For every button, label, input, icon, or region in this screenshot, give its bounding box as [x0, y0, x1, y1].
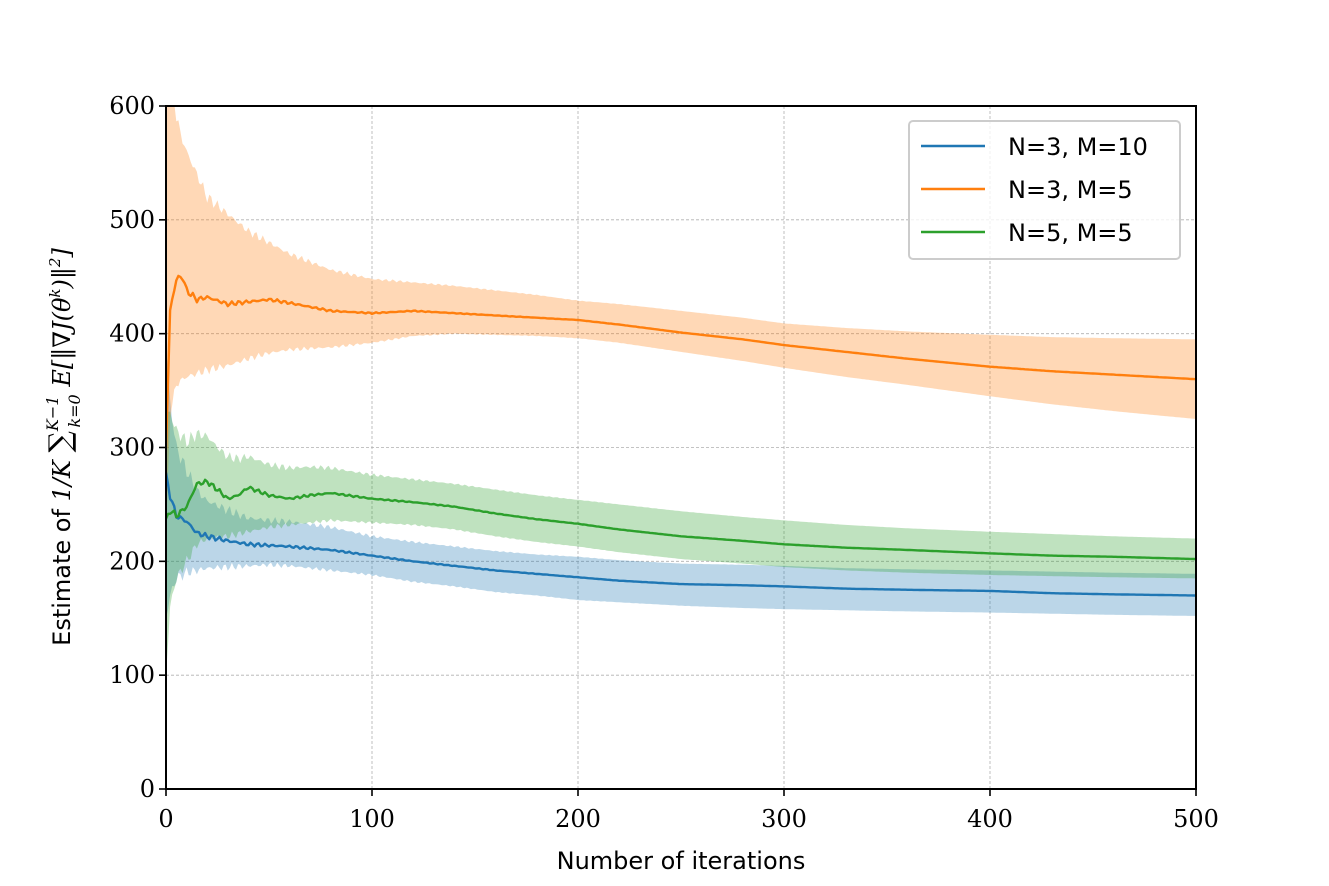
confidence-band-1 — [166, 346, 1196, 619]
x-tick-label: 0 — [158, 805, 173, 833]
x-axis-label: Number of iterations — [557, 847, 806, 875]
y-axis-label-expect: E[‖∇J(θ — [48, 297, 77, 394]
x-axis-ticks: 0 100 200 300 400 500 — [158, 789, 1219, 833]
y-tick-label: 300 — [109, 434, 155, 462]
y-axis-label-end: ] — [48, 248, 76, 259]
x-tick-label: 100 — [349, 805, 395, 833]
x-tick-label: 500 — [1173, 805, 1219, 833]
series-line-2 — [166, 274, 1196, 449]
confidence-band-2 — [166, 106, 1196, 535]
y-axis-label-two: 2 — [46, 258, 64, 269]
y-axis-label-sub: k=0 — [65, 394, 84, 427]
y-tick-label: 400 — [109, 320, 155, 348]
y-tick-label: 500 — [109, 206, 155, 234]
y-axis-ticks: 0 100 200 300 400 500 600 — [109, 92, 166, 803]
y-axis-label-sum: ∑ — [43, 431, 78, 453]
confidence-bands — [166, 106, 1196, 676]
grid — [166, 106, 1196, 789]
y-axis-label-k: k — [46, 288, 64, 297]
series-line-1 — [166, 472, 1196, 597]
y-tick-label: 100 — [109, 661, 155, 689]
y-axis-label-sup: K−1 — [43, 396, 62, 433]
x-tick-label: 400 — [967, 805, 1013, 833]
y-tick-label: 600 — [109, 92, 155, 120]
series-line-3 — [166, 478, 1196, 561]
confidence-band-3 — [166, 411, 1196, 676]
legend-label-3: N=5, M=5 — [1008, 219, 1133, 247]
legend-label-2: N=3, M=5 — [1008, 176, 1133, 204]
x-tick-label: 200 — [555, 805, 601, 833]
y-tick-label: 200 — [109, 547, 155, 575]
series-lines — [166, 274, 1196, 597]
y-axis-label-prefix: Estimate of — [48, 501, 76, 645]
legend-label-1: N=3, M=10 — [1008, 133, 1148, 161]
y-axis-label-close: )‖ — [48, 267, 77, 289]
legend-box — [908, 120, 1181, 260]
y-axis-label: Estimate of 1/K ∑K−1 k=0 E[‖∇J(θk)‖2] — [43, 248, 84, 646]
legend: N=3, M=10 N=3, M=5 N=5, M=5 — [908, 120, 1181, 260]
y-axis-label-math-1k: 1/K — [48, 453, 76, 502]
x-tick-label: 300 — [761, 805, 807, 833]
y-tick-label: 0 — [140, 775, 155, 803]
